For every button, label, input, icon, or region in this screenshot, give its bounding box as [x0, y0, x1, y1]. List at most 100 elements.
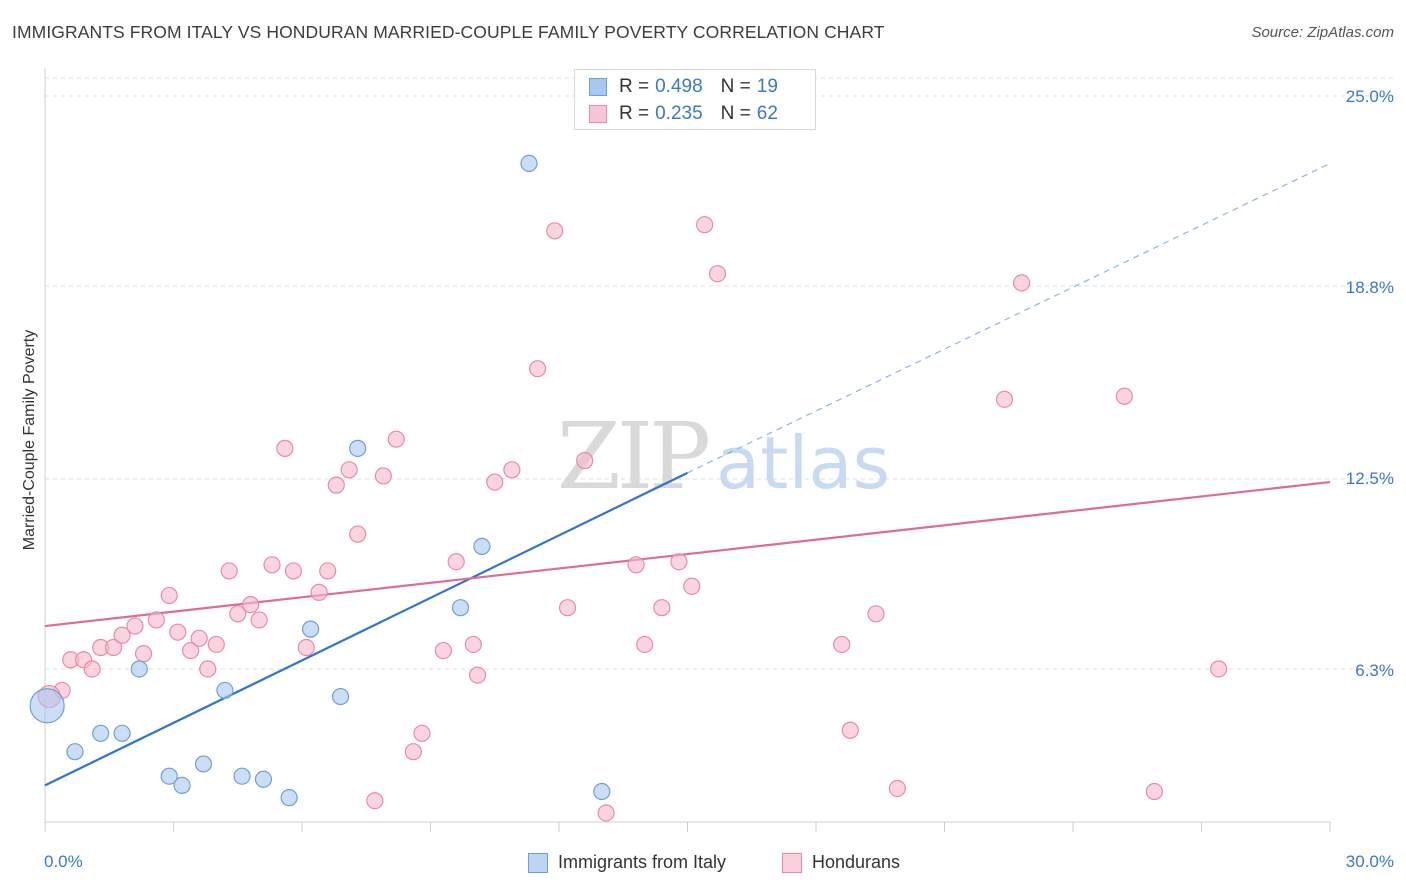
point-honduras — [670, 553, 688, 571]
point-italy — [92, 724, 110, 742]
point-honduras — [558, 599, 577, 617]
point-honduras — [126, 617, 144, 635]
point-honduras — [597, 804, 615, 822]
point-italy — [280, 789, 298, 807]
point-italy — [451, 599, 470, 617]
point-honduras — [83, 660, 101, 678]
point-honduras — [486, 473, 504, 491]
point-honduras — [263, 556, 281, 574]
point-honduras — [134, 645, 153, 663]
point-honduras — [319, 562, 337, 580]
point-honduras — [297, 638, 315, 657]
point-honduras — [242, 596, 260, 614]
point-honduras — [636, 635, 654, 654]
series-swatch-honduras — [782, 852, 802, 873]
legend-r-value: 0.235 — [655, 103, 703, 124]
point-honduras — [366, 792, 384, 810]
point-honduras — [841, 721, 859, 739]
legend-row-italy: R = 0.498 N = 19 — [589, 75, 778, 99]
point-honduras — [284, 562, 303, 580]
point-honduras — [229, 605, 247, 623]
y-tick-label-25: 25.0% — [1345, 87, 1394, 106]
series-legend-honduras[interactable]: Hondurans — [782, 852, 900, 873]
series-legend: Immigrants from Italy Hondurans — [0, 852, 1406, 878]
trend-line-italy — [44, 471, 688, 787]
point-honduras — [276, 439, 294, 457]
point-honduras — [546, 222, 564, 240]
point-honduras — [503, 461, 521, 479]
point-italy — [593, 782, 611, 801]
point-honduras — [1012, 274, 1031, 292]
point-honduras — [349, 525, 367, 543]
legend-row-honduras: R = 0.235 N = 62 — [589, 102, 778, 126]
point-italy — [66, 743, 84, 761]
series-swatch-italy — [528, 852, 548, 873]
point-honduras — [464, 635, 482, 654]
legend-r-label: R = — [619, 103, 650, 124]
point-honduras — [434, 641, 452, 660]
point-italy — [173, 776, 191, 795]
point-italy — [254, 770, 273, 788]
point-honduras — [207, 635, 225, 654]
point-honduras — [182, 641, 200, 660]
point-italy — [520, 154, 538, 173]
legend-n-value: 62 — [756, 103, 778, 124]
point-honduras — [190, 629, 208, 647]
y-axis-label: Married-Couple Family Poverty — [21, 329, 38, 551]
point-honduras — [867, 605, 885, 623]
legend-swatch-honduras — [589, 105, 607, 123]
point-italy — [130, 660, 148, 678]
point-honduras — [169, 623, 187, 641]
legend-n-value: 19 — [756, 76, 778, 97]
legend-r-label: R = — [619, 76, 650, 97]
legend-n-label: N = — [720, 103, 751, 124]
point-honduras — [683, 577, 701, 595]
point-honduras — [250, 611, 268, 629]
point-honduras — [374, 467, 392, 485]
point-honduras — [708, 265, 727, 283]
legend-n-label: N = — [720, 76, 751, 97]
point-honduras — [1115, 387, 1134, 405]
grid-lines — [45, 77, 1395, 670]
trend-line-honduras — [44, 480, 1331, 628]
x-tick-label-min: 0.0% — [44, 852, 83, 871]
series-legend-italy[interactable]: Immigrants from Italy — [528, 852, 726, 873]
point-honduras — [833, 635, 851, 654]
legend-r-value: 0.498 — [655, 76, 703, 97]
point-honduras — [160, 586, 178, 605]
y-tick-label-12-5: 12.5% — [1345, 469, 1394, 488]
point-honduras — [1145, 782, 1163, 801]
x-tick-label-max: 30.0% — [1345, 852, 1394, 871]
point-honduras — [576, 452, 594, 470]
point-honduras — [528, 360, 547, 378]
point-honduras — [340, 461, 358, 479]
point-honduras — [447, 553, 465, 571]
trend-lines — [44, 162, 1331, 787]
point-italy — [29, 688, 65, 724]
point-italy — [349, 439, 367, 457]
data-points — [29, 154, 1228, 822]
point-honduras — [995, 390, 1014, 408]
series-label-italy: Immigrants from Italy — [558, 852, 727, 872]
point-honduras — [147, 611, 165, 629]
chart-title: IMMIGRANTS FROM ITALY VS HONDURAN MARRIE… — [12, 22, 885, 42]
point-honduras — [653, 599, 671, 617]
point-honduras — [387, 430, 405, 448]
point-honduras — [1210, 660, 1228, 678]
point-honduras — [113, 626, 131, 644]
point-honduras — [696, 216, 714, 234]
y-tick-label-18-8: 18.8% — [1345, 278, 1394, 297]
point-honduras — [220, 562, 238, 580]
series-label-honduras: Hondurans — [812, 852, 901, 872]
point-honduras — [104, 638, 123, 657]
watermark: ZIP atlas — [557, 403, 890, 510]
correlation-legend: R = 0.498 N = 19 R = 0.235 N = 62 — [574, 69, 816, 130]
point-italy — [216, 681, 234, 700]
point-italy — [160, 767, 178, 785]
point-honduras — [627, 556, 645, 574]
point-honduras — [888, 779, 906, 798]
trend-line-italy-extension — [687, 162, 1331, 474]
point-honduras — [199, 660, 217, 678]
point-italy — [331, 687, 350, 706]
